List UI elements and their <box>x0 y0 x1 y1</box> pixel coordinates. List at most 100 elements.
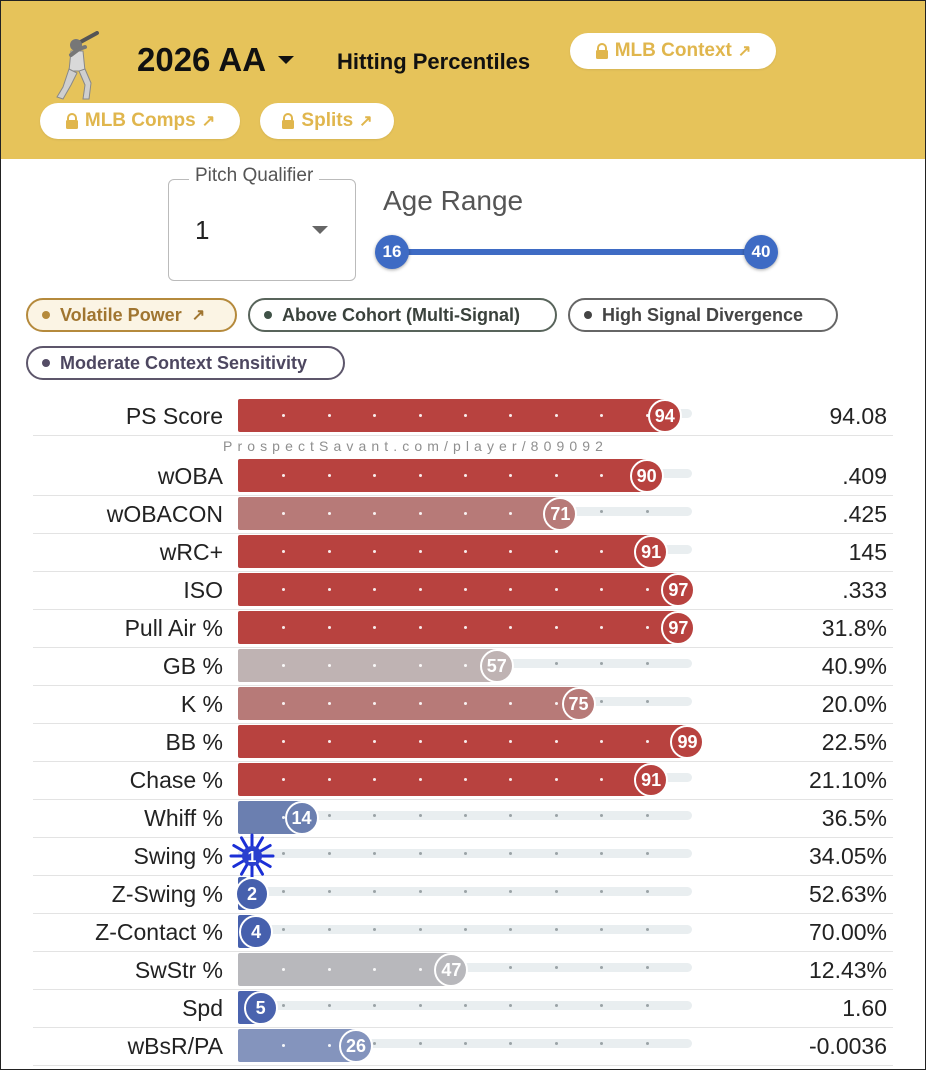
track-tick <box>327 928 331 931</box>
tag-high-signal-divergence[interactable]: High Signal Divergence <box>568 298 838 332</box>
track-tick <box>600 966 604 969</box>
bar-tick <box>645 626 649 629</box>
metric-row: Chase % 91 21.10% <box>33 761 893 800</box>
bar-tick <box>282 588 286 591</box>
bar-tick <box>373 664 377 667</box>
bar-tick <box>327 512 331 515</box>
track-tick <box>554 928 558 931</box>
bar-tick <box>464 778 467 781</box>
track-tick <box>554 814 558 817</box>
metric-value: 40.9% <box>821 653 887 679</box>
season-dropdown[interactable]: 2026 AA <box>137 41 295 79</box>
percentile-bar <box>238 399 665 432</box>
track-tick <box>645 662 649 665</box>
mlb-context-button[interactable]: MLB Context ↗ <box>570 33 776 69</box>
age-range-slider[interactable] <box>392 249 761 255</box>
bar-tick <box>373 740 377 743</box>
page-subtitle: Hitting Percentiles <box>337 49 531 74</box>
metric-value: 70.00% <box>808 919 887 945</box>
tag-moderate-context-sensitivity[interactable]: Moderate Context Sensitivity <box>26 346 345 380</box>
age-max-handle[interactable]: 40 <box>744 235 778 269</box>
bar-tick <box>327 474 331 477</box>
track-tick <box>373 1042 377 1045</box>
metric-row: ISO 97 .333 <box>33 571 893 610</box>
tag-above-cohort[interactable]: Above Cohort (Multi-Signal) <box>248 298 557 332</box>
bar-tick <box>418 778 422 781</box>
percentile-badge: 57 <box>479 649 514 683</box>
percentile-bar <box>238 535 652 568</box>
tag-volatile-power[interactable]: Volatile Power ↗ <box>26 298 237 332</box>
bar-tick <box>282 664 286 667</box>
bar-tick <box>554 550 558 553</box>
tag-label: Volatile Power <box>60 304 182 325</box>
bar-tick <box>509 702 513 705</box>
track-tick <box>373 1004 377 1007</box>
bar-tick <box>509 626 513 629</box>
track-tick <box>645 814 649 817</box>
season-label: 2026 AA <box>137 41 267 78</box>
metric-value: 36.5% <box>821 805 887 831</box>
bar-tick <box>327 664 331 667</box>
bar-tick <box>645 740 649 743</box>
caret-down-icon[interactable] <box>312 226 328 234</box>
splits-button[interactable]: Splits ↗ <box>260 103 394 139</box>
bar-tick <box>418 550 422 553</box>
tag-label: High Signal Divergence <box>602 304 804 325</box>
bar-tick <box>645 414 649 417</box>
track-tick <box>464 928 467 931</box>
bar-tick <box>418 512 422 515</box>
bar-tick <box>509 550 513 553</box>
bullet-icon <box>42 359 50 367</box>
mlb-comps-button[interactable]: MLB Comps ↗ <box>40 103 240 139</box>
metric-label: Z-Swing % <box>111 881 223 907</box>
bar-tick <box>327 414 331 417</box>
percentile-track <box>238 925 692 934</box>
bar-tick <box>327 626 331 629</box>
bar-tick <box>282 1044 286 1047</box>
metric-label: wBsR/PA <box>127 1033 223 1059</box>
metric-value: 31.8% <box>821 615 887 641</box>
percentile-badge: 1 <box>248 849 257 866</box>
percentile-bar <box>238 497 561 530</box>
metric-label: Whiff % <box>144 805 223 831</box>
bar-tick <box>418 626 422 629</box>
track-tick <box>600 510 604 513</box>
percentile-bar <box>238 687 579 720</box>
bar-tick <box>282 550 286 553</box>
percentile-bar <box>238 725 688 758</box>
metric-row: wOBA 90 .409 <box>33 457 893 496</box>
track-tick <box>645 928 649 931</box>
bullet-icon <box>584 311 592 319</box>
metric-row: Spd 5 1.60 <box>33 989 893 1028</box>
mlb-comps-label: MLB Comps <box>84 110 196 131</box>
mlb-context-label: MLB Context <box>614 40 732 61</box>
track-tick <box>645 510 649 513</box>
bar-tick <box>645 588 649 591</box>
metric-value: .409 <box>842 463 887 489</box>
track-tick <box>554 966 558 969</box>
track-tick <box>600 1004 604 1007</box>
metric-row: Pull Air % 97 31.8% <box>33 609 893 648</box>
metric-label: Swing % <box>133 843 223 869</box>
bar-tick <box>282 778 286 781</box>
bar-tick <box>373 414 377 417</box>
external-link-icon: ↗ <box>191 307 206 324</box>
percentile-badge: 97 <box>661 573 696 607</box>
metric-value: 21.10% <box>808 767 887 793</box>
metric-row: Whiff % 14 36.5% <box>33 799 893 838</box>
metric-label: BB % <box>165 729 223 755</box>
percentile-track <box>238 849 692 858</box>
metric-row: Swing % 1 34.05% <box>33 833 893 879</box>
age-min-handle[interactable]: 16 <box>375 235 409 269</box>
bar-tick <box>509 512 513 515</box>
percentile-badge: 71 <box>543 497 578 531</box>
header: 2026 AA Hitting Percentiles MLB Context … <box>1 1 925 159</box>
metric-row: PS Score 94 94.08 <box>33 397 893 436</box>
pitch-qualifier-value: 1 <box>195 215 210 245</box>
track-tick <box>509 890 513 893</box>
track-tick <box>418 852 422 855</box>
track-tick <box>600 662 604 665</box>
bar-tick <box>464 550 467 553</box>
track-tick <box>554 1042 558 1045</box>
